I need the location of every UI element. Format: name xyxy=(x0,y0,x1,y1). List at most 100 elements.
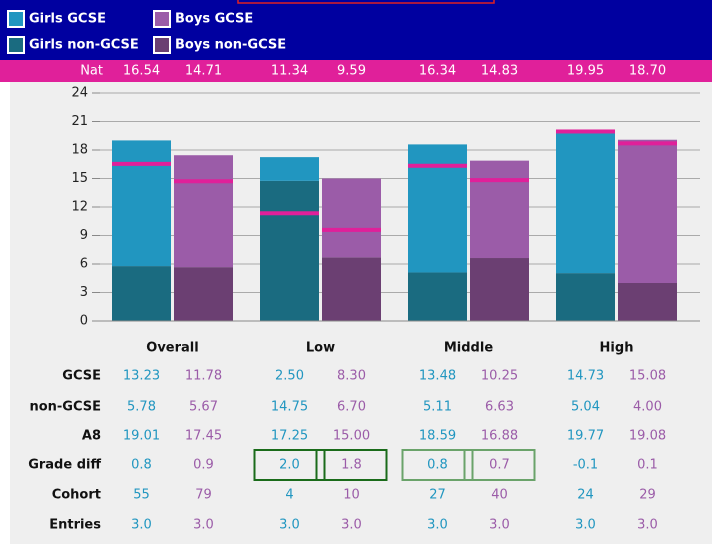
nat-marker xyxy=(408,163,467,168)
y-tick-label: 12 xyxy=(71,200,88,215)
table-cell: 40 xyxy=(491,488,508,503)
table-cell: 6.63 xyxy=(485,400,514,415)
table-cell: 27 xyxy=(429,488,446,503)
category-label: High xyxy=(600,341,634,356)
table-cell: 1.8 xyxy=(341,458,362,473)
nat-value: 19.95 xyxy=(567,64,604,79)
nat-marker xyxy=(470,178,529,183)
highlight-box xyxy=(315,449,388,481)
table-cell: 16.88 xyxy=(481,429,518,444)
table-cell: 5.04 xyxy=(571,400,600,415)
bar-segment xyxy=(618,139,677,283)
nat-band xyxy=(0,60,712,82)
highlight-box xyxy=(463,449,536,481)
row-label: non-GCSE xyxy=(29,400,101,415)
nat-marker xyxy=(260,211,319,216)
table-cell: 6.70 xyxy=(337,400,366,415)
table-cell: 13.48 xyxy=(419,369,456,384)
nat-value: 11.34 xyxy=(271,64,308,79)
table-cell: 3.0 xyxy=(489,518,510,533)
nat-value: 9.59 xyxy=(337,64,366,79)
bar-segment xyxy=(260,157,319,181)
table-cell: 17.25 xyxy=(271,429,308,444)
nat-marker xyxy=(322,227,381,232)
legend-swatch xyxy=(7,10,25,28)
category-label: Middle xyxy=(444,341,493,356)
legend-band xyxy=(0,0,712,60)
table-cell: 10 xyxy=(343,488,360,503)
table-cell: 14.73 xyxy=(567,369,604,384)
y-tick-label: 3 xyxy=(80,285,88,300)
bar-segment xyxy=(174,155,233,268)
table-cell: 0.9 xyxy=(193,458,214,473)
row-label: Entries xyxy=(49,518,101,533)
table-cell: 5.78 xyxy=(127,400,156,415)
y-tick-label: 18 xyxy=(71,143,88,158)
bar-segment xyxy=(112,140,171,267)
table-cell: 3.0 xyxy=(427,518,448,533)
table-cell: 3.0 xyxy=(131,518,152,533)
table-cell: -0.1 xyxy=(573,458,598,473)
frame xyxy=(237,0,495,4)
category-label: Overall xyxy=(146,341,198,356)
table-cell: 19.08 xyxy=(629,429,666,444)
legend-label: Girls non-GCSE xyxy=(29,38,139,53)
table-cell: 4 xyxy=(285,488,293,503)
table-cell: 17.45 xyxy=(185,429,222,444)
y-tick-label: 9 xyxy=(80,228,88,243)
table-cell: 3.0 xyxy=(575,518,596,533)
table-cell: 11.78 xyxy=(185,369,222,384)
table-cell: 4.00 xyxy=(633,400,662,415)
nat-marker xyxy=(618,141,677,146)
table-cell: 15.00 xyxy=(333,429,370,444)
table-cell: 0.7 xyxy=(489,458,510,473)
bar-segment xyxy=(174,267,233,321)
bar-segment xyxy=(470,160,529,259)
bar-segment xyxy=(618,283,677,321)
y-tick-label: 24 xyxy=(71,86,88,101)
legend-swatch xyxy=(153,36,171,54)
bar-segment xyxy=(470,258,529,321)
category-label: Low xyxy=(306,341,335,356)
nat-value: 18.70 xyxy=(629,64,666,79)
bar-segment xyxy=(408,144,467,273)
nat-value: 14.71 xyxy=(185,64,222,79)
legend-swatch xyxy=(7,36,25,54)
nat-value: 14.83 xyxy=(481,64,518,79)
bar-segment xyxy=(556,133,615,274)
y-tick-label: 6 xyxy=(80,257,88,272)
bar-segment xyxy=(112,266,171,321)
table-cell: 55 xyxy=(133,488,150,503)
nat-label: Nat xyxy=(80,64,103,79)
row-label: GCSE xyxy=(62,369,101,384)
bar-segment xyxy=(260,180,319,321)
table-cell: 5.11 xyxy=(423,400,452,415)
nat-marker xyxy=(556,129,615,134)
table-cell: 0.8 xyxy=(427,458,448,473)
table-cell: 19.77 xyxy=(567,429,604,444)
row-label: Cohort xyxy=(52,488,101,503)
highlight-box xyxy=(253,449,326,481)
table-cell: 3.0 xyxy=(193,518,214,533)
table-cell: 2.0 xyxy=(279,458,300,473)
table-cell: 29 xyxy=(639,488,656,503)
table-cell: 5.67 xyxy=(189,400,218,415)
table-cell: 3.0 xyxy=(279,518,300,533)
y-tick-label: 21 xyxy=(71,114,88,129)
table-cell: 24 xyxy=(577,488,594,503)
table-cell: 8.30 xyxy=(337,369,366,384)
bar-segment xyxy=(556,273,615,321)
table-cell: 3.0 xyxy=(637,518,658,533)
y-tick-label: 0 xyxy=(80,314,88,329)
nat-value: 16.54 xyxy=(123,64,160,79)
table-cell: 13.23 xyxy=(123,369,160,384)
table-cell: 0.1 xyxy=(637,458,658,473)
row-label: A8 xyxy=(82,429,101,444)
table-cell: 10.25 xyxy=(481,369,518,384)
table-cell: 15.08 xyxy=(629,369,666,384)
table-cell: 18.59 xyxy=(419,429,456,444)
table-cell: 0.8 xyxy=(131,458,152,473)
y-tick-label: 15 xyxy=(71,171,88,186)
bar-segment xyxy=(322,257,381,321)
